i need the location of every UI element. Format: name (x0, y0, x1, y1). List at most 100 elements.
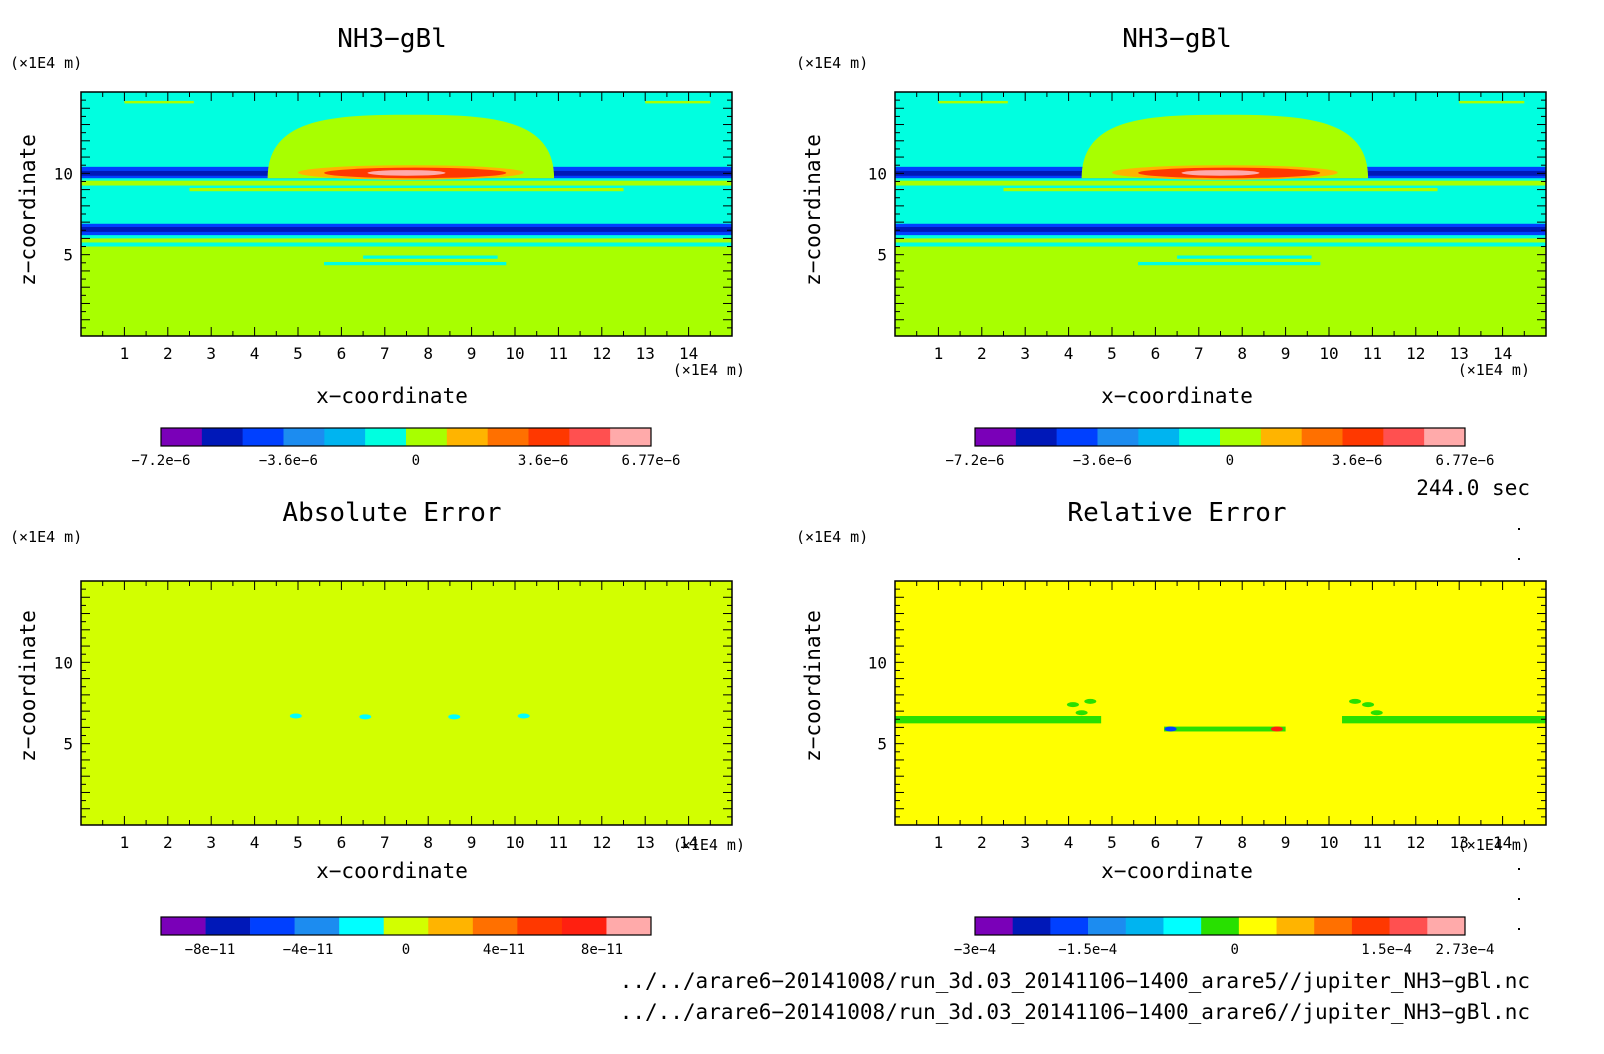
colorbar-swatch (283, 428, 325, 446)
colorbar-label: −7.2e−6 (945, 453, 1004, 469)
x-tick-label: 10 (505, 344, 524, 363)
x-tick-label: 3 (1020, 833, 1030, 852)
colorbar: −3e−4 −1.5e−4 0 1.5e−4 2.73e−4 (954, 916, 1495, 958)
x-tick-labels: 1 2 3 4 5 6 7 8 9 10 11 12 13 14 (894, 92, 1547, 363)
colorbar-swatch (1260, 428, 1302, 446)
x-tick-label: 1 (120, 344, 130, 363)
x-axis-label: x−coordinate (1101, 859, 1253, 883)
x-unit-label: (×1E4 m) (673, 836, 745, 854)
x-tick-label: 11 (1363, 833, 1382, 852)
colorbar-label: −7.2e−6 (131, 453, 190, 469)
dot-mark (1518, 928, 1520, 930)
contour-band (363, 255, 498, 259)
contour-band (895, 180, 1546, 186)
colorbar-swatch (339, 917, 385, 935)
colorbar-swatch (1012, 917, 1051, 935)
contour-spot (517, 713, 530, 719)
colorbar-label: 1.5e−4 (1361, 942, 1412, 958)
colorbar-swatch (528, 428, 570, 446)
contour-band (1459, 100, 1525, 104)
y-tick-label: 5 (63, 246, 73, 265)
x-tick-label: 6 (1151, 344, 1161, 363)
y-unit-label: (×1E4 m) (796, 54, 868, 72)
colorbar-label: 0 (1230, 942, 1238, 958)
y-tick-label: 10 (868, 164, 887, 183)
colorbar: −7.2e−6 −3.6e−6 0 3.6e−6 6.77e−6 (945, 427, 1495, 469)
y-tick-label: 5 (877, 246, 887, 265)
x-tick-label: 10 (505, 833, 524, 852)
x-tick-label: 3 (206, 833, 216, 852)
x-tick-label: 13 (636, 833, 655, 852)
x-tick-labels: 1 2 3 4 5 6 7 8 9 10 11 12 13 14 (894, 581, 1547, 852)
contour-band (324, 261, 507, 266)
x-tick-label: 2 (977, 344, 987, 363)
x-tick-label: 3 (206, 344, 216, 363)
y-tick-labels: 5 10 (54, 580, 732, 826)
dot-mark (1518, 898, 1520, 900)
y-tick-label: 10 (54, 164, 73, 183)
dot-mark (1518, 528, 1520, 530)
colorbar-label: 3.6e−6 (1332, 453, 1383, 469)
x-tick-label: 13 (1450, 833, 1469, 852)
colorbar-label: −3.6e−6 (1073, 453, 1132, 469)
colorbar-swatch (205, 917, 251, 935)
file-path-1: ../../arare6−20141008/run_3d.03_20141106… (620, 969, 1530, 993)
x-tick-label: 1 (934, 344, 944, 363)
panel-nh3-right: NH3−gBl (×1E4 m) 1 2 3 4 5 6 7 8 9 10 11 12 13 14 510… (796, 24, 1547, 469)
colorbar-swatch (487, 428, 529, 446)
colorbar-swatch (1424, 428, 1466, 446)
contour-spot (1362, 702, 1375, 708)
heatmap-plot (894, 91, 1547, 337)
y-tick-label: 10 (54, 653, 73, 672)
y-axis-label: z−coordinate (16, 134, 40, 286)
colorbar-label: −3.6e−6 (259, 453, 318, 469)
x-tick-label: 9 (1281, 344, 1291, 363)
colorbar-swatch (1427, 917, 1466, 935)
colorbar-swatch (324, 428, 366, 446)
x-tick-label: 10 (1319, 344, 1338, 363)
x-tick-label: 9 (467, 833, 477, 852)
colorbar-label: −1.5e−4 (1058, 942, 1117, 958)
chart-title: Relative Error (1067, 498, 1286, 528)
colorbar-swatch (1125, 917, 1164, 935)
contour-dome (1081, 114, 1369, 179)
x-tick-label: 8 (423, 833, 433, 852)
x-tick-label: 6 (337, 833, 347, 852)
x-tick-label: 2 (977, 833, 987, 852)
y-tick-label: 5 (63, 735, 73, 754)
contour-band (81, 238, 732, 243)
y-axis-label: z−coordinate (16, 610, 40, 762)
colorbar-swatch (975, 917, 1013, 935)
colorbar-swatch (517, 917, 563, 935)
contour-band (895, 227, 1546, 232)
x-tick-label: 14 (679, 833, 698, 852)
y-unit-label: (×1E4 m) (10, 528, 82, 546)
x-tick-label: 4 (250, 344, 260, 363)
colorbar-label: 4e−11 (483, 942, 525, 958)
contour-spot (359, 714, 372, 720)
colorbar-label: 3.6e−6 (518, 453, 569, 469)
colorbar-frame (160, 916, 652, 936)
colorbar-swatch (406, 428, 448, 446)
colorbar-swatch (1201, 917, 1240, 935)
time-label: 244.0 sec (1416, 476, 1530, 500)
x-tick-label: 5 (1107, 833, 1117, 852)
x-tick-label: 10 (1319, 833, 1338, 852)
colorbar-frame (160, 427, 652, 447)
y-tick-labels: 5 10 (868, 91, 1546, 337)
x-tick-label: 12 (592, 833, 611, 852)
x-tick-label: 13 (636, 344, 655, 363)
heatmap-plot (80, 580, 733, 826)
x-tick-label: 7 (1194, 344, 1204, 363)
x-tick-label: 14 (1493, 833, 1512, 852)
colorbar-swatch (561, 917, 607, 935)
contour-spot (1349, 698, 1362, 704)
x-tick-label: 7 (1194, 833, 1204, 852)
colorbar-swatch (472, 917, 518, 935)
colorbar-swatch (1238, 917, 1277, 935)
x-tick-label: 3 (1020, 344, 1030, 363)
contour-spot (1270, 726, 1283, 732)
colorbar-swatch (1056, 428, 1098, 446)
colorbar-swatch (975, 428, 1017, 446)
margin-dots (1518, 528, 1520, 930)
